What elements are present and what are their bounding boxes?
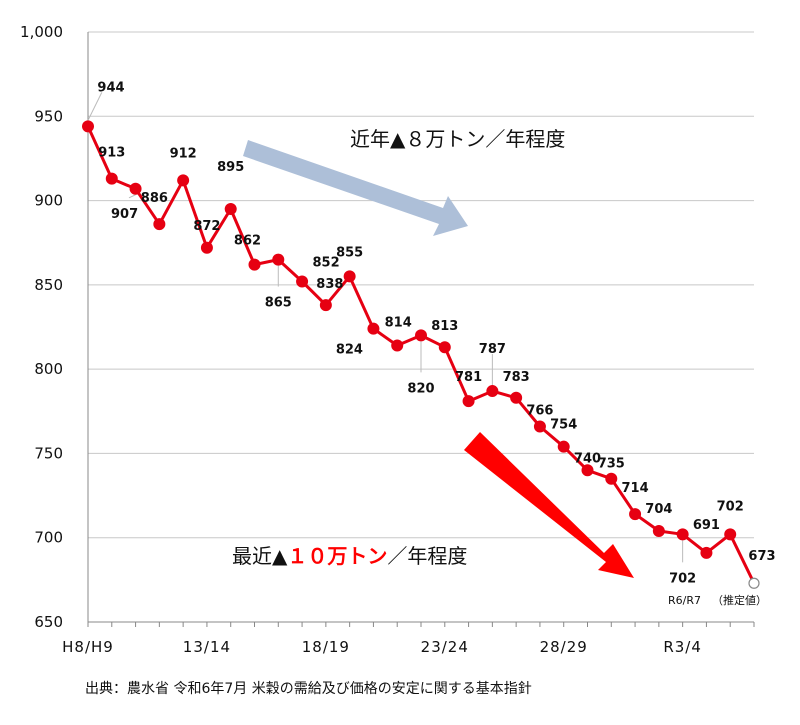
data-label: 895 [217,160,244,175]
data-label: 714 [622,481,649,496]
data-point [557,440,570,453]
data-point [652,524,665,537]
y-tick-label: 750 [34,444,63,462]
data-point [676,528,689,541]
data-point [700,546,713,559]
data-point [438,341,451,354]
label-leader-line [128,194,136,199]
data-label: 944 [97,80,124,95]
last-x-label: R6/R7 [668,594,701,607]
data-label: 814 [385,316,412,331]
data-label: 704 [645,502,672,517]
data-label: 913 [98,146,125,161]
data-label: 886 [141,191,168,206]
data-point [462,395,475,408]
x-tick-label: R3/4 [663,638,702,656]
data-label: 824 [336,343,363,358]
x-tick-label: 13/14 [183,638,231,656]
trend-annotation-latest-suffix: ／年程度 [387,544,467,568]
data-label: 691 [693,518,720,533]
data-point [272,253,285,266]
source-note: 出典：農水省 令和6年7月 米穀の需給及び価格の安定に関する基本指針 [85,680,532,697]
y-tick-label: 850 [34,276,63,294]
data-point [391,339,404,352]
data-label: 740 [574,451,601,466]
data-point [177,174,190,187]
data-label: 783 [503,370,530,385]
data-label: 702 [669,571,696,586]
data-label: 872 [193,219,220,234]
data-point [153,218,166,231]
data-point [605,472,618,485]
data-label: 838 [316,277,343,292]
data-label: 907 [111,207,138,222]
label-leader-lines [87,92,684,563]
x-tick-label: 23/24 [421,638,469,656]
data-point [248,258,261,271]
data-label: 813 [431,319,458,334]
label-leader-line [87,92,103,121]
y-tick-label: 800 [34,360,63,378]
data-point [533,420,546,433]
data-point [486,385,499,398]
trend-annotation-latest-prefix: 最近▲ [232,544,288,568]
trend-arrow-latest [464,432,634,578]
data-point [581,464,594,477]
y-tick-label: 650 [34,613,63,631]
data-label: 912 [170,146,197,161]
trend-arrow-recent-years [243,140,468,236]
data-label: 787 [479,342,506,357]
estimate-label: （推定値） [712,593,767,607]
x-tick-label: H8/H9 [62,638,114,656]
data-label: 820 [407,381,434,396]
data-label: 855 [336,245,363,260]
y-tick-label: 1,000 [20,23,63,41]
trend-annotation-recent-years: 近年▲８万トン／年程度 [350,127,565,151]
x-tick-label: 18/19 [302,638,350,656]
data-points [82,120,760,589]
data-point [748,577,760,589]
y-tick-label: 700 [34,529,63,547]
x-tick-label: 28/29 [540,638,588,656]
y-tick-label: 950 [34,107,63,125]
y-axis: 650 700 750 800 850 900 950 1,000 [20,23,89,631]
data-point [415,329,427,342]
data-label: 865 [265,296,292,311]
y-tick-label: 900 [34,192,63,210]
x-axis: H8/H9 13/14 18/19 23/24 28/29 R3/4 [62,621,755,656]
data-point [129,182,142,195]
data-point [224,203,237,215]
data-point [200,241,213,254]
data-point [105,172,118,185]
data-label: 754 [550,418,577,433]
data-point [367,322,380,335]
data-point [343,270,356,283]
data-point [510,391,523,404]
data-label: 862 [234,234,261,249]
trend-annotation-latest: 最近▲１０万トン／年程度 [232,544,467,568]
data-label: 702 [717,499,744,514]
data-point [82,120,94,133]
data-label: 766 [526,403,553,418]
data-label: 735 [598,457,625,472]
data-point [724,528,737,541]
trend-annotation-latest-highlight: １０万トン [287,544,387,568]
data-label: 673 [748,549,775,564]
data-point [629,508,642,521]
data-point [319,299,332,312]
data-point [296,275,309,288]
data-label: 852 [313,255,340,270]
data-label: 781 [455,370,482,385]
